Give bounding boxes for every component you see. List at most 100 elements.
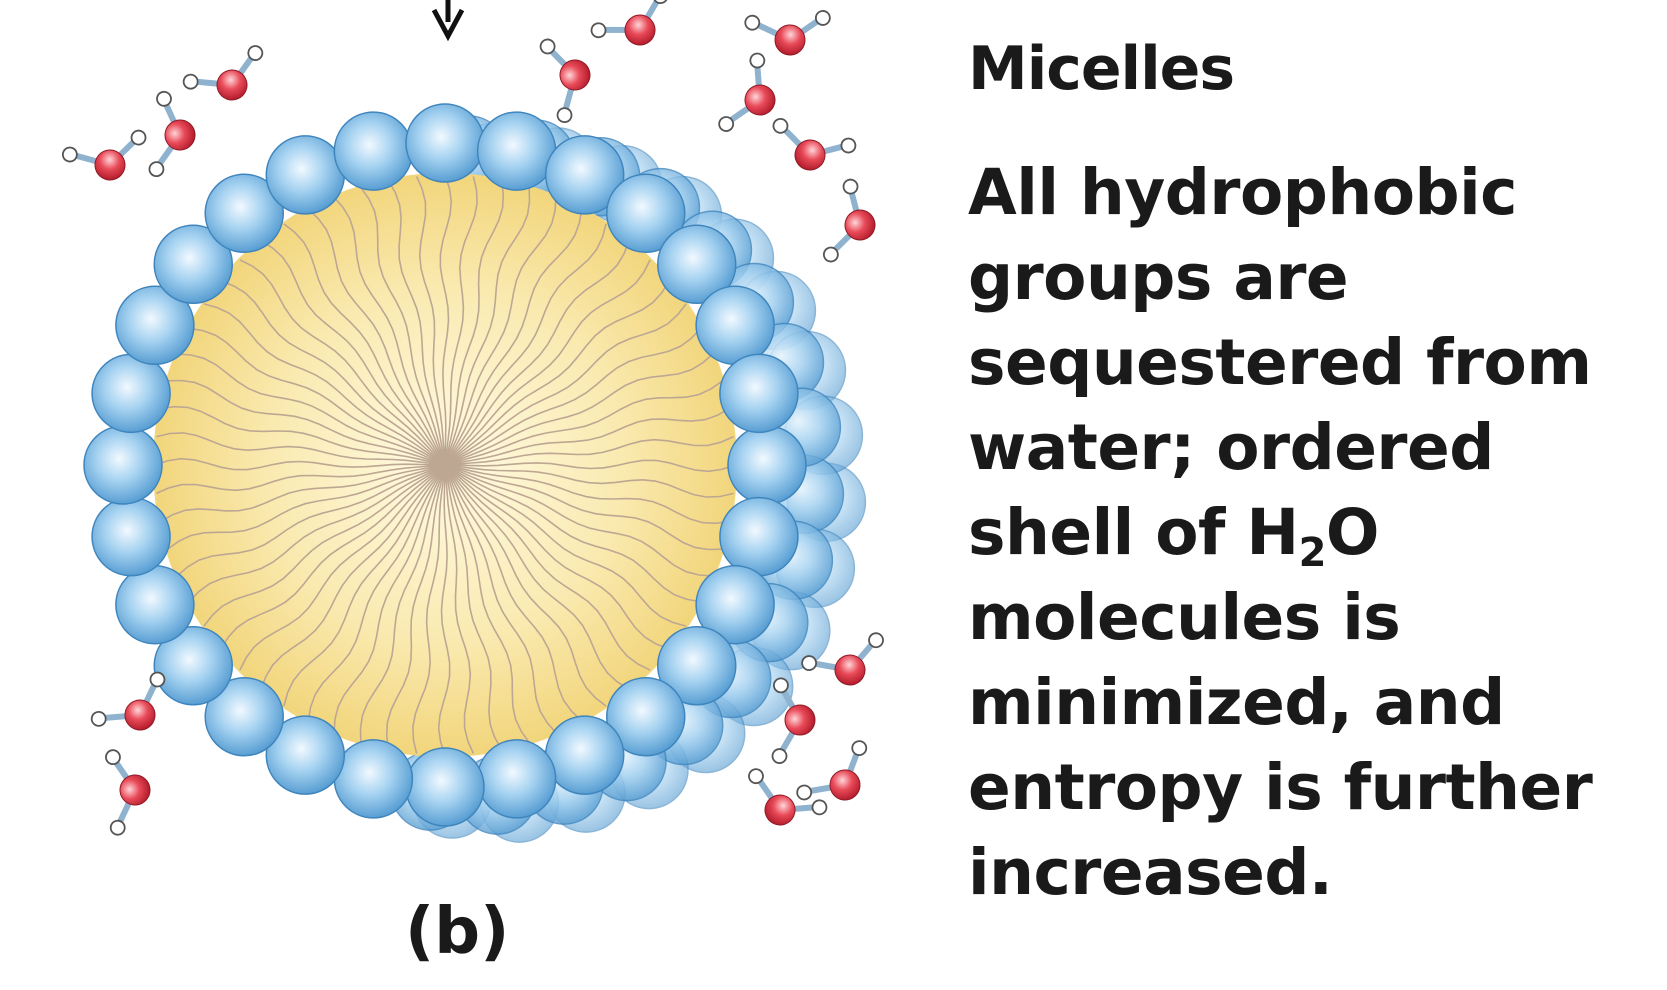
hydrocarbon-tail	[160, 464, 446, 523]
water-molecule	[105, 749, 151, 836]
hydrocarbon-tail	[239, 464, 446, 671]
hydrocarbon-tail	[444, 353, 714, 466]
hydrocarbon-tail	[260, 464, 446, 690]
oxygen-atom	[844, 209, 876, 241]
micelle-front-shell	[83, 103, 807, 827]
hydrocarbon-tail	[444, 464, 607, 707]
hydrogen-atom	[811, 799, 828, 816]
polar-head-group	[333, 111, 414, 191]
hydrogen-atom	[771, 748, 788, 764]
hydrogen-atom	[652, 0, 669, 5]
hydrocarbon-tail	[177, 353, 446, 466]
oxygen-atom	[834, 654, 866, 686]
hydrocarbon-tail	[444, 464, 630, 690]
description-line-1: All hydrophobic	[968, 156, 1518, 229]
hydrogen-atom	[773, 677, 789, 694]
micelle-description: All hydrophobic groups are sequestered f…	[968, 150, 1593, 915]
water-molecule	[539, 38, 591, 124]
hydrogen-atom	[718, 116, 735, 132]
water-molecule	[182, 45, 264, 101]
oxygen-atom	[794, 139, 826, 171]
hydrocarbon-tail	[444, 464, 723, 551]
hydrocarbon-tail	[260, 240, 446, 466]
hydrocarbon-tail	[160, 405, 446, 466]
polar-head-group	[727, 425, 807, 505]
hydrocarbon-tail	[156, 464, 446, 495]
polar-head-group	[91, 353, 171, 434]
oxygen-atom	[124, 699, 156, 731]
water-molecule	[748, 768, 828, 826]
arrow-down-icon	[431, 0, 465, 42]
hydrogen-atom	[814, 10, 831, 26]
hydrocarbon-tail	[415, 176, 446, 466]
hydrocarbon-tail	[444, 240, 630, 466]
water-molecules	[61, 0, 884, 836]
hydrocarbon-tail	[444, 464, 651, 671]
water-molecule	[744, 10, 831, 56]
polar-head-group	[153, 626, 234, 706]
oxygen-atom	[164, 119, 196, 151]
hydrocarbon-tail	[283, 223, 446, 466]
hydrogen-atom	[247, 45, 264, 61]
description-line-2: groups are	[968, 241, 1349, 314]
hydrocarbon-tail	[444, 464, 583, 722]
polar-head-group	[476, 111, 557, 191]
description-line-9: increased.	[968, 836, 1333, 909]
formula-subscript: 2	[1298, 530, 1327, 576]
hydrocarbon-tail	[307, 208, 446, 466]
hydrocarbon-tail	[360, 187, 446, 466]
polar-head-group	[115, 564, 195, 645]
polar-head-group	[153, 224, 234, 304]
polar-head-group	[91, 496, 171, 577]
heading-micelles: Micelles	[968, 34, 1235, 104]
polar-head-group	[204, 676, 284, 757]
oxygen-atom	[774, 24, 806, 56]
oxygen-atom	[744, 84, 776, 116]
formula-suffix: O	[1325, 496, 1380, 569]
polar-head-group	[405, 747, 485, 827]
hydrocarbon-tail	[444, 459, 736, 473]
polar-head-group	[606, 173, 686, 254]
description-line-6: molecules is	[968, 581, 1401, 654]
hydrocarbon-tail	[412, 464, 446, 754]
panel-label: (b)	[405, 895, 510, 969]
hydrocarbon-tail	[444, 435, 734, 466]
polar-head-group	[656, 626, 737, 706]
description-line-4: water; ordered	[968, 411, 1494, 484]
hydrocarbon-tail	[437, 464, 451, 756]
hydrocarbon-tail	[359, 464, 446, 743]
hydrocarbon-tail	[444, 464, 734, 498]
polar-head-group	[544, 135, 625, 215]
hydrogen-atom	[842, 178, 859, 195]
polar-head-group	[544, 715, 625, 795]
water-molecule	[772, 117, 857, 171]
polar-head-group	[719, 496, 799, 577]
oxygen-atom	[559, 59, 591, 91]
hydrogen-atom	[840, 137, 857, 154]
hydrogen-atom	[90, 710, 107, 727]
hydrocarbon-tail	[387, 180, 446, 466]
hydrocarbon-tail	[444, 464, 687, 627]
polar-head-group	[265, 135, 346, 215]
water-molecule	[148, 90, 196, 178]
hydrocarbon-tail	[444, 464, 670, 650]
hydrogen-atom	[851, 740, 868, 757]
polar-head-group	[333, 739, 414, 819]
hydrocarbon-tail	[444, 380, 723, 466]
hydrocarbon-tail	[444, 280, 670, 466]
formula-prefix: shell of H	[968, 496, 1299, 569]
water-molecule	[590, 0, 669, 46]
water-molecule	[796, 740, 868, 801]
hydrocarbon-tails	[154, 174, 736, 756]
hydrocarbon-tail	[444, 223, 607, 466]
hydrocarbon-tail	[444, 197, 557, 466]
hydrocarbon-tail	[444, 327, 702, 466]
water-molecule	[718, 52, 776, 132]
hydrocarbon-tail	[439, 174, 453, 466]
description-line-8: entropy is further	[968, 751, 1593, 824]
hydrocarbon-tail	[444, 176, 478, 466]
description-line-7: minimized, and	[968, 666, 1505, 739]
hydrocarbon-tail	[167, 379, 446, 466]
hydrocarbon-tail	[220, 280, 446, 466]
